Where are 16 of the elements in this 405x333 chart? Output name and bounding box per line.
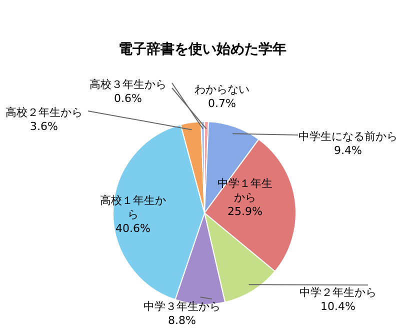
- data-label: 0.6%: [114, 92, 142, 105]
- chart-title: 電子辞書を使い始めた学年: [118, 40, 286, 58]
- slice-label: 高校３年生から: [90, 78, 166, 91]
- slice-label: わからない: [194, 82, 250, 96]
- slice-label: 高校２年生から: [6, 106, 82, 119]
- data-label: 25.9%: [228, 204, 262, 218]
- slice-label: 中学３年生から: [144, 300, 220, 313]
- slice-label: 中学２年生から: [300, 286, 376, 299]
- data-label: 9.4%: [334, 144, 362, 157]
- data-label: 40.6%: [116, 222, 150, 235]
- slice-label: 中学１年生から: [218, 176, 272, 204]
- slice-label: 中学生になる前から: [298, 130, 398, 143]
- data-label: 3.6%: [30, 120, 58, 133]
- data-label: 8.8%: [168, 314, 196, 327]
- data-label: 10.4%: [320, 300, 356, 313]
- data-label: 0.7%: [208, 96, 236, 110]
